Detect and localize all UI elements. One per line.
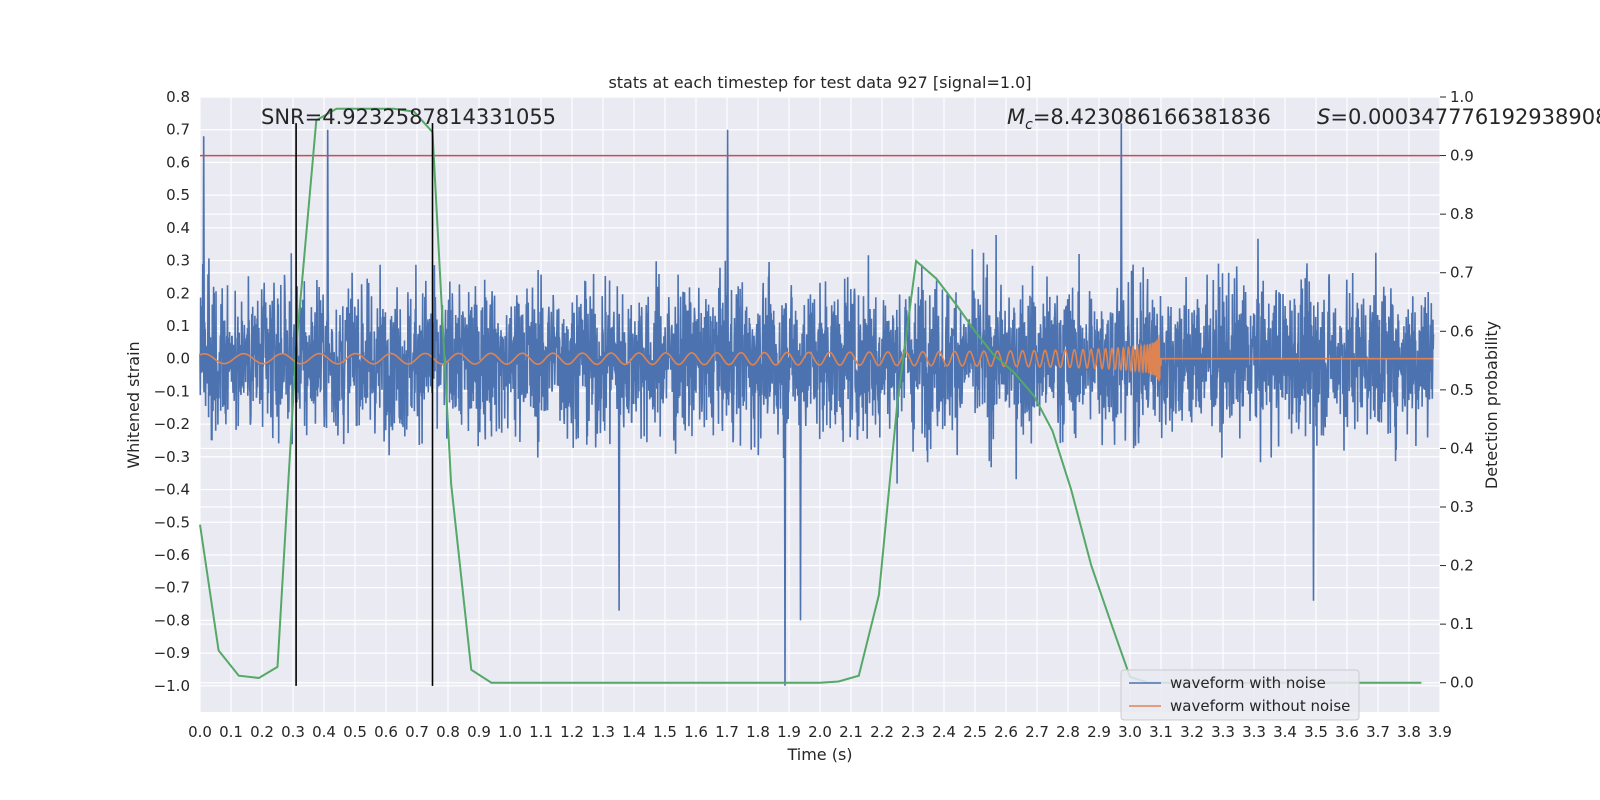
x-tick-label: 2.3	[901, 723, 925, 741]
x-tick-label: 1.9	[777, 723, 801, 741]
x-tick-label: 1.8	[746, 723, 770, 741]
x-tick-label: 2.9	[1087, 723, 1111, 741]
x-tick-label: 2.2	[870, 723, 894, 741]
noisy-waveform-layer	[199, 123, 1435, 686]
x-tick-label: 1.4	[622, 723, 646, 741]
x-tick-label: 3.7	[1366, 723, 1390, 741]
x-tick-label: 0.5	[343, 723, 367, 741]
y-right-tick-label: 0.8	[1450, 205, 1474, 223]
x-tick-label: 1.7	[715, 723, 739, 741]
y-right-tick-label: 0.7	[1450, 264, 1474, 282]
y-tick-label: −1.0	[154, 677, 190, 695]
y-right-tick-label: 0.5	[1450, 381, 1474, 399]
chirp-mass-subscript: c	[1025, 117, 1033, 133]
y-tick-label: −0.7	[154, 579, 190, 597]
x-axis-label: Time (s)	[786, 745, 852, 764]
y-right-tick-label: 0.3	[1450, 498, 1474, 516]
chirp-mass-symbol: M	[1007, 105, 1025, 129]
x-tick-label: 2.4	[932, 723, 956, 741]
y-right-tick-label: 0.6	[1450, 322, 1474, 340]
x-tick-label: 3.5	[1304, 723, 1328, 741]
y-tick-label: 0.4	[166, 219, 190, 237]
x-tick-label: 3.4	[1273, 723, 1297, 741]
x-tick-label: 2.5	[963, 723, 987, 741]
y-tick-label: −0.4	[154, 481, 190, 499]
y-axis-label-left: Whitened strain	[124, 341, 143, 468]
x-tick-label: 3.3	[1211, 723, 1235, 741]
y-tick-label: −0.2	[154, 415, 190, 433]
plot-area	[199, 96, 1441, 712]
chirp-mass-value: =8.423086166381836	[1033, 105, 1271, 129]
y-tick-label: 0.6	[166, 153, 190, 171]
x-tick-label: 3.1	[1149, 723, 1173, 741]
y-tick-label: −0.9	[154, 644, 190, 662]
x-tick-label: 0.3	[281, 723, 305, 741]
y-axis-ticks-left: 0.8 0.7 0.6 0.5 0.4 0.3 0.2 0.1 0.0 −0.1 −0.2 −0.3 −…	[154, 88, 190, 695]
y-tick-label: −0.8	[154, 611, 190, 629]
y-axis-label-right: Detection probability	[1482, 321, 1501, 489]
x-tick-label: 3.3	[1242, 723, 1266, 741]
y-tick-label: −0.3	[154, 448, 190, 466]
series-line-waveform-with-noise	[199, 123, 1435, 686]
y-tick-label: 0.5	[166, 186, 190, 204]
snr-annotation: SNR=4.9232587814331055	[261, 105, 556, 129]
x-tick-label: 0.8	[436, 723, 460, 741]
y-tick-label: −0.1	[154, 382, 190, 400]
x-tick-label: 2.6	[994, 723, 1018, 741]
legend: waveform with noise waveform without noi…	[1120, 669, 1360, 721]
spin-annotation: S=0.0003477761929389088	[1317, 105, 1600, 129]
x-tick-label: 3.9	[1428, 723, 1452, 741]
chart-title: stats at each timestep for test data 927…	[608, 73, 1031, 92]
x-tick-label: 3.2	[1180, 723, 1204, 741]
x-tick-label: 1.5	[653, 723, 677, 741]
x-tick-label: 0.9	[467, 723, 491, 741]
y-right-tick-label: 0.2	[1450, 557, 1474, 575]
legend-label-waveform-without-noise: waveform without noise	[1170, 697, 1350, 715]
x-tick-label: 1.2	[560, 723, 584, 741]
y-tick-label: 0.8	[166, 88, 190, 106]
x-tick-label: 2.0	[808, 723, 832, 741]
x-tick-label: 0.2	[250, 723, 274, 741]
y-tick-label: 0.7	[166, 121, 190, 139]
legend-box	[1120, 669, 1360, 721]
y-right-tick-label: 0.4	[1450, 439, 1474, 457]
series-line-waveform-without-noise	[199, 334, 1434, 382]
x-tick-label: 2.7	[1025, 723, 1049, 741]
x-tick-label: 3.6	[1335, 723, 1359, 741]
spin-value: =0.0003477761929389088	[1330, 105, 1600, 129]
x-tick-label: 0.7	[405, 723, 429, 741]
y-axis-ticks-right: 1.0 0.9 0.8 0.7 0.6 0.5 0.4 0.3 0.2 0.1 0.0	[1440, 88, 1474, 692]
y-tick-label: 0.0	[166, 350, 190, 368]
chirp-mass-annotation: Mc=8.423086166381836	[1007, 105, 1271, 133]
y-right-tick-label: 0.1	[1450, 615, 1474, 633]
legend-label-waveform-with-noise: waveform with noise	[1170, 674, 1326, 692]
x-tick-label: 1.1	[529, 723, 553, 741]
spin-symbol: S	[1317, 105, 1330, 129]
y-tick-label: 0.2	[166, 284, 190, 302]
x-tick-label: 1.0	[498, 723, 522, 741]
y-tick-label: −0.6	[154, 546, 190, 564]
x-tick-label: 0.4	[312, 723, 336, 741]
x-tick-label: 0.1	[219, 723, 243, 741]
x-tick-label: 0.6	[374, 723, 398, 741]
event-markers	[295, 123, 434, 686]
x-tick-label: 1.6	[684, 723, 708, 741]
y-tick-label: −0.5	[154, 513, 190, 531]
x-tick-label: 3.0	[1118, 723, 1142, 741]
y-tick-label: 0.1	[166, 317, 190, 335]
y-right-tick-label: 1.0	[1450, 88, 1474, 106]
x-tick-label: 3.8	[1397, 723, 1421, 741]
y-right-tick-label: 0.9	[1450, 147, 1474, 165]
x-tick-label: 0.0	[188, 723, 212, 741]
y-right-tick-label: 0.0	[1450, 674, 1474, 692]
x-tick-label: 2.8	[1056, 723, 1080, 741]
x-tick-label: 2.1	[839, 723, 863, 741]
x-tick-label: 1.3	[591, 723, 615, 741]
x-axis-ticks: 0.0 0.1 0.2 0.3 0.4 0.5 0.6 0.7 0.8 0.9 1.0 1.1 1.2 1…	[188, 723, 1452, 741]
y-tick-label: 0.3	[166, 252, 190, 270]
